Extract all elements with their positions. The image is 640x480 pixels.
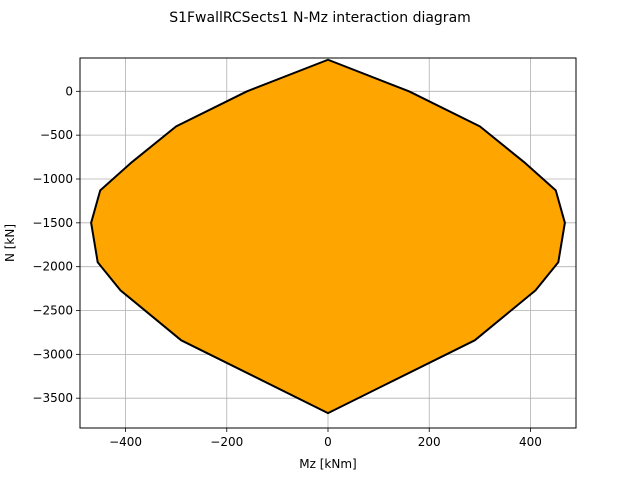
y-tick-label: 0 <box>65 84 73 98</box>
y-axis-label: N [kN] <box>3 224 17 262</box>
y-tick-label: −3500 <box>32 391 73 405</box>
y-tick-label: −3000 <box>32 347 73 361</box>
x-tick-label: 0 <box>324 435 332 449</box>
chart-title: S1FwallRCSects1 N-Mz interaction diagram <box>169 10 471 26</box>
interaction-area-fill <box>91 59 565 414</box>
y-tick-label: −2500 <box>32 304 73 318</box>
x-tick-label: 200 <box>418 435 441 449</box>
interaction-curve <box>90 58 566 415</box>
x-axis-label: Mz [kNm] <box>299 457 356 471</box>
y-tick-label: −1500 <box>32 216 73 230</box>
y-tick-label: −2000 <box>32 260 73 274</box>
x-tick-label: 400 <box>519 435 542 449</box>
ticks: −400 −200 0 200 4000−500−1000−1500−2000−2500… <box>32 84 541 449</box>
y-tick-label: −500 <box>40 128 73 142</box>
x-tick-label: −200 <box>210 435 243 449</box>
y-tick-label: −1000 <box>32 172 73 186</box>
x-tick-label: −400 <box>109 435 142 449</box>
series-layer <box>90 58 566 415</box>
